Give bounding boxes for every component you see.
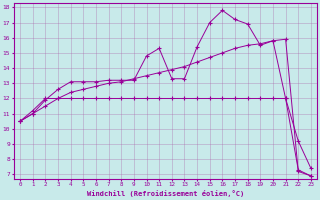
X-axis label: Windchill (Refroidissement éolien,°C): Windchill (Refroidissement éolien,°C) bbox=[87, 190, 244, 197]
